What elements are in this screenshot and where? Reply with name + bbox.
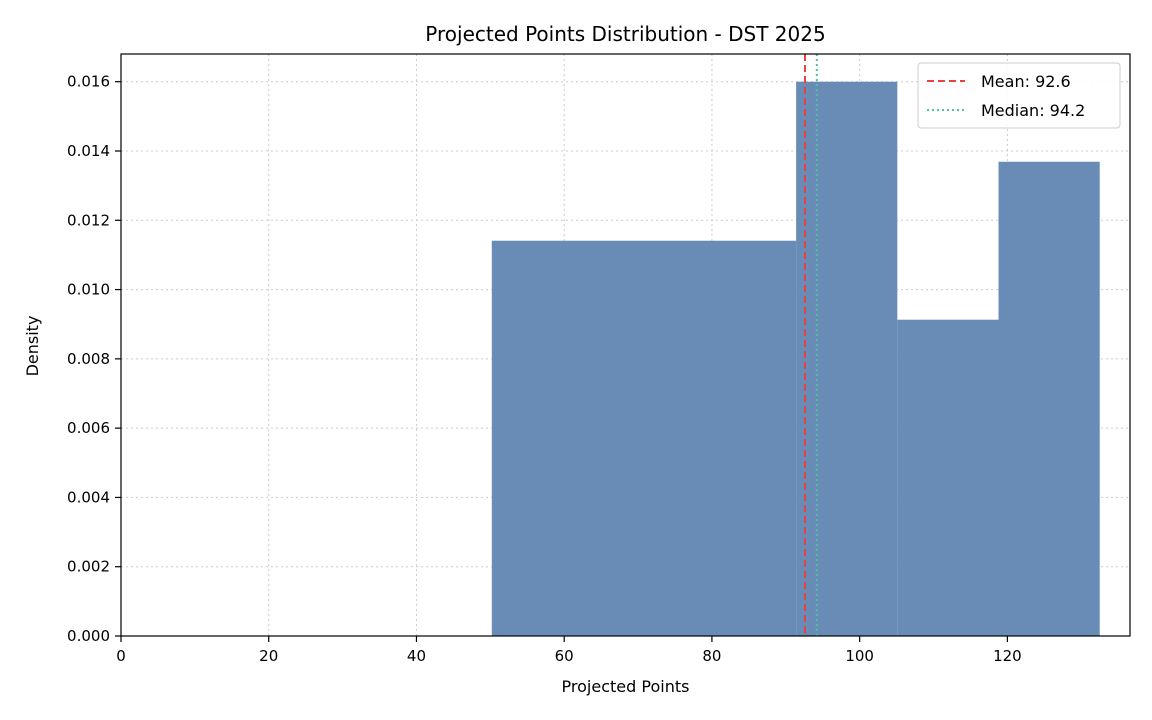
- y-axis-label: Density: [23, 316, 42, 377]
- y-tick-label: 0.006: [67, 419, 110, 437]
- histogram-bar: [998, 161, 1100, 636]
- y-tick-label: 0.014: [67, 142, 110, 160]
- x-axis-ticks: 0 20 40 60 80 100 120: [116, 636, 1022, 665]
- x-tick-label: 100: [845, 647, 874, 665]
- x-tick-label: 0: [116, 647, 126, 665]
- x-tick-label: 20: [259, 647, 278, 665]
- y-tick-label: 0.016: [67, 73, 110, 91]
- x-axis-label: Projected Points: [562, 677, 690, 696]
- chart-title: Projected Points Distribution - DST 2025: [425, 22, 825, 46]
- y-tick-label: 0.012: [67, 211, 110, 229]
- histogram-bars: [491, 81, 1100, 636]
- legend-box: [917, 62, 1121, 129]
- plot-frame: [120, 53, 1131, 637]
- legend-entry: Mean: 92.6: [981, 72, 1071, 91]
- y-tick-label: 0.004: [67, 488, 110, 506]
- y-axis-ticks: 0.000 0.002 0.004 0.006 0.008 0.010 0.012 0.014…: [67, 73, 121, 645]
- y-tick-label: 0.002: [67, 558, 110, 576]
- histogram-bar: [796, 81, 898, 636]
- x-tick-label: 120: [993, 647, 1022, 665]
- y-tick-label: 0.008: [67, 350, 110, 368]
- legend-entry: Median: 94.2: [981, 101, 1085, 120]
- x-tick-label: 60: [555, 647, 574, 665]
- histogram-bar: [897, 319, 999, 636]
- x-tick-label: 80: [702, 647, 721, 665]
- x-tick-label: 40: [407, 647, 426, 665]
- reference-lines: [803, 54, 818, 636]
- legend: Mean: 92.6 Median: 94.2: [917, 62, 1121, 129]
- y-tick-label: 0.000: [67, 627, 110, 645]
- y-tick-label: 0.010: [67, 281, 110, 299]
- histogram-bar: [491, 240, 797, 636]
